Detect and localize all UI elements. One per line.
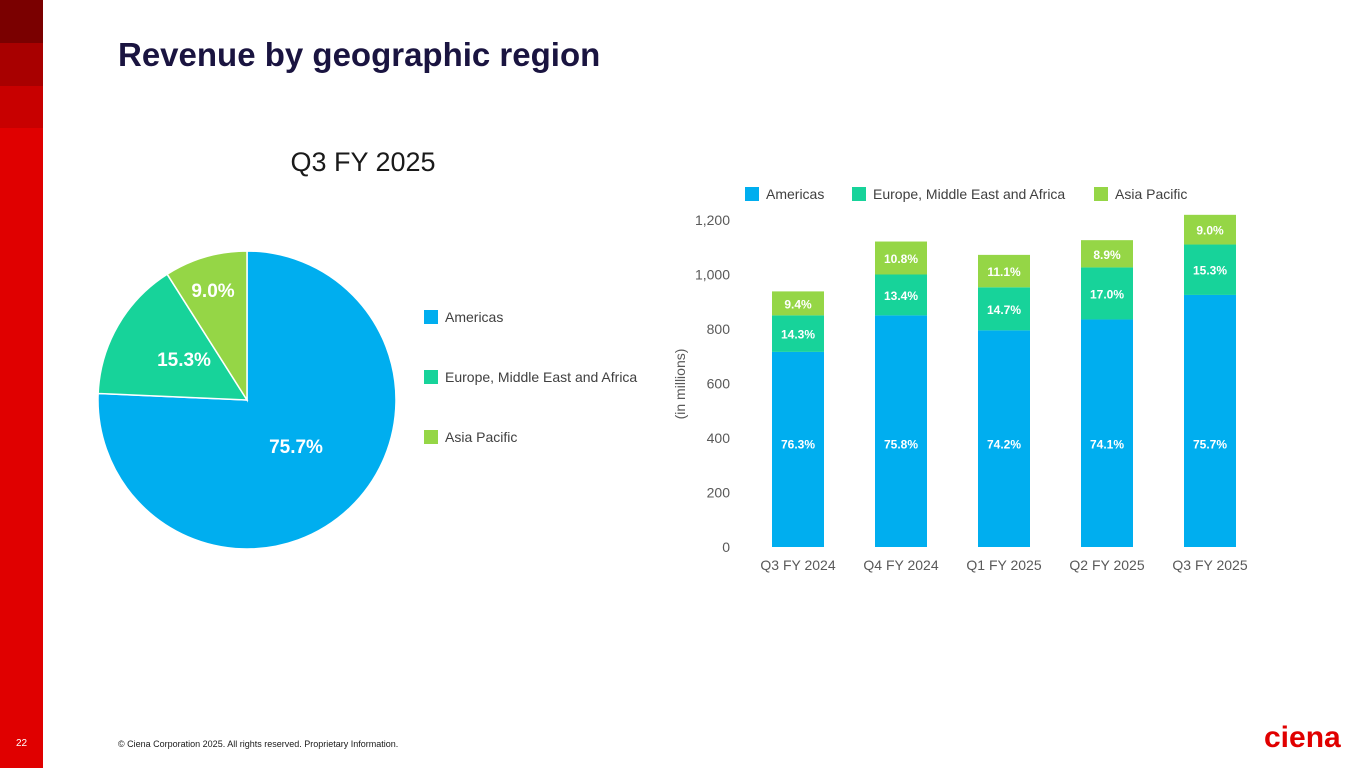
- bar-data-label-1-1: 76.3%: [781, 437, 815, 451]
- bar-segment-1-3: [772, 291, 824, 316]
- bar-data-label-3-2: 14.7%: [987, 303, 1021, 317]
- bar-data-label-5-2: 15.3%: [1193, 264, 1227, 278]
- bar-data-label-1-3: 9.4%: [784, 297, 812, 311]
- bar-data-label-2-3: 10.8%: [884, 252, 918, 266]
- bar-segment-3-3: [978, 254, 1030, 288]
- bar-data-label-5-3: 9.0%: [1196, 224, 1224, 238]
- sidebar-block-light: [0, 86, 43, 128]
- pie-legend-swatch-3: [424, 430, 438, 444]
- bar-segment-2-3: [875, 241, 927, 275]
- bar-data-label-4-2: 17.0%: [1090, 287, 1124, 301]
- y-tick-label-4: 600: [707, 376, 731, 392]
- logo-text: ciena: [1264, 721, 1341, 753]
- bar-segment-4-2: [1081, 267, 1133, 320]
- x-tick-label-2: Q4 FY 2024: [863, 557, 938, 573]
- pie-data-label-2: 15.3%: [157, 350, 211, 371]
- ciena-logo: ciena: [1264, 721, 1341, 753]
- y-tick-label-6: 1,000: [695, 267, 730, 283]
- x-tick-label-1: Q3 FY 2024: [760, 557, 835, 573]
- bar-segment-5-3: [1184, 214, 1236, 245]
- pie-data-label-3: 9.0%: [191, 281, 234, 302]
- bar-segment-1-2: [772, 315, 824, 352]
- x-tick-label-3: Q1 FY 2025: [966, 557, 1041, 573]
- bar-segment-3-2: [978, 287, 1030, 331]
- pie-legend-label-1: Americas: [445, 309, 503, 325]
- bar-segment-4-3: [1081, 240, 1133, 268]
- y-tick-label-5: 800: [707, 321, 731, 337]
- sidebar-band: 22: [0, 0, 43, 768]
- pie-legend-label-3: Asia Pacific: [445, 429, 517, 445]
- bar-segment-2-2: [875, 274, 927, 316]
- x-tick-label-5: Q3 FY 2025: [1172, 557, 1247, 573]
- page-title: Revenue by geographic region: [118, 36, 601, 73]
- bar-segment-2-1: [875, 315, 927, 547]
- pie-title: Q3 FY 2025: [290, 147, 435, 177]
- bar-legend-label-3: Asia Pacific: [1115, 186, 1187, 202]
- bar-segment-3-1: [978, 330, 1030, 547]
- bar-data-label-4-1: 74.1%: [1090, 437, 1124, 451]
- copyright-footer: © Ciena Corporation 2025. All rights res…: [118, 739, 399, 749]
- bar-data-label-3-1: 74.2%: [987, 437, 1021, 451]
- bar-legend-swatch-3: [1094, 187, 1108, 201]
- sidebar-block-mid: [0, 43, 43, 86]
- bar-segment-5-1: [1184, 294, 1236, 547]
- bar-segment-4-1: [1081, 319, 1133, 547]
- pie-legend-swatch-2: [424, 370, 438, 384]
- x-tick-label-4: Q2 FY 2025: [1069, 557, 1144, 573]
- pie-data-label-1: 75.7%: [269, 437, 323, 458]
- bar-data-label-3-3: 11.1%: [987, 265, 1021, 279]
- y-tick-label-2: 200: [707, 485, 731, 501]
- bar-segment-1-1: [772, 351, 824, 547]
- bar-segment-5-2: [1184, 244, 1236, 295]
- page-number: 22: [15, 738, 28, 749]
- bar-legend-swatch-1: [745, 187, 759, 201]
- bar-legend-swatch-2: [852, 187, 866, 201]
- y-tick-label-7: 1,200: [695, 212, 730, 228]
- bar-data-label-5-1: 75.7%: [1193, 437, 1227, 451]
- y-tick-label-3: 400: [707, 430, 731, 446]
- bar-legend-label-2: Europe, Middle East and Africa: [873, 186, 1065, 202]
- y-tick-label-1: 0: [722, 539, 730, 555]
- bar-legend-label-1: Americas: [766, 186, 824, 202]
- bar-data-label-2-1: 75.8%: [884, 437, 918, 451]
- sidebar-block-dark: [0, 0, 43, 43]
- pie-legend-swatch-1: [424, 310, 438, 324]
- bar-data-label-4-3: 8.9%: [1093, 248, 1121, 262]
- pie-slice-2: [97, 273, 249, 401]
- pie-legend-label-2: Europe, Middle East and Africa: [445, 369, 637, 385]
- pie-slice-3: [166, 250, 248, 403]
- bar-data-label-1-2: 14.3%: [781, 328, 815, 342]
- y-axis-title: (in millions): [672, 349, 688, 420]
- bar-data-label-2-2: 13.4%: [884, 289, 918, 303]
